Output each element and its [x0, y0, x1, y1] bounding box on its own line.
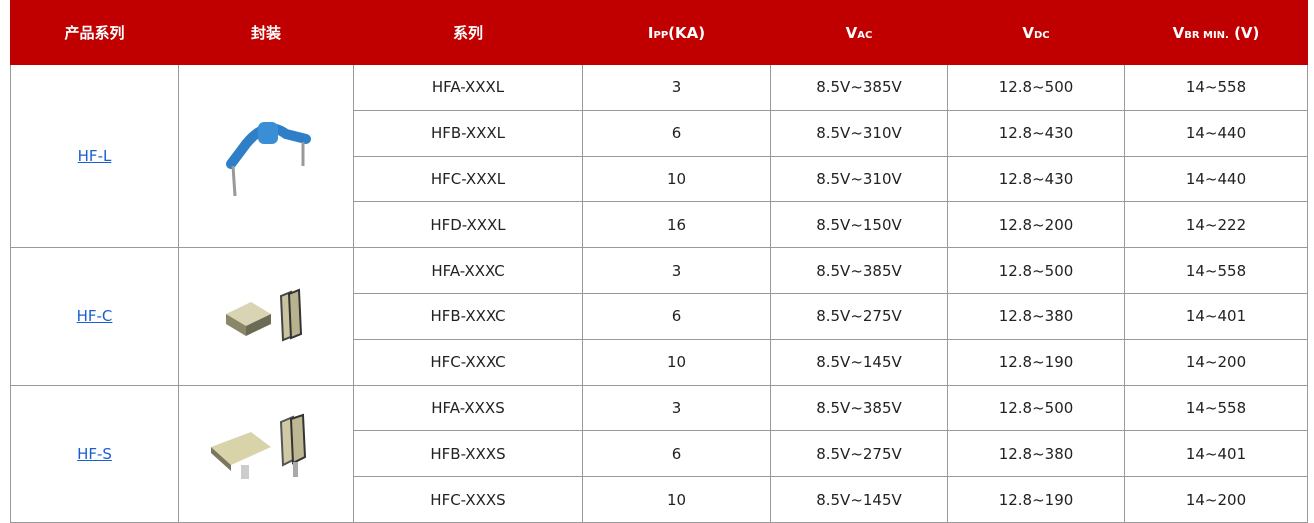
- header-cell: 产品系列: [10, 0, 179, 65]
- header-sub: BR MIN.: [1184, 29, 1229, 41]
- header-main: V: [845, 23, 858, 42]
- header-main: V: [1022, 23, 1034, 42]
- data-cell: 12.8~200: [947, 201, 1125, 249]
- data-cell: 14~440: [1124, 155, 1308, 203]
- data-cell: 8.5V~385V: [770, 64, 948, 111]
- data-cell: 14~401: [1124, 430, 1308, 478]
- data-cell: 16: [582, 201, 771, 249]
- header-sub: AC: [857, 29, 873, 41]
- data-cell: 3: [582, 247, 771, 294]
- data-cell: HFA-XXXC: [353, 247, 583, 294]
- data-cell: HFC-XXXC: [353, 338, 583, 386]
- data-cell: 8.5V~310V: [770, 155, 948, 203]
- package-cell: [178, 247, 354, 386]
- data-cell: 12.8~190: [947, 338, 1125, 386]
- data-cell: HFB-XXXS: [353, 430, 583, 478]
- data-cell: 14~558: [1124, 64, 1308, 111]
- header-text: 封装: [250, 24, 281, 42]
- package-image: [211, 413, 307, 479]
- data-cell: HFB-XXXC: [353, 292, 583, 340]
- data-cell: HFA-XXXL: [353, 64, 583, 111]
- data-cell: 8.5V~385V: [770, 247, 948, 294]
- data-cell: 8.5V~310V: [770, 109, 948, 157]
- series-link[interactable]: HF-S: [77, 444, 112, 463]
- header-rest: (KA): [668, 23, 706, 42]
- series-cell: HF-S: [10, 384, 179, 523]
- data-cell: 6: [582, 109, 771, 157]
- data-cell: 14~200: [1124, 338, 1308, 386]
- data-cell: 14~558: [1124, 384, 1308, 432]
- data-cell: 6: [582, 430, 771, 478]
- data-cell: 14~440: [1124, 109, 1308, 157]
- data-cell: 8.5V~145V: [770, 476, 948, 523]
- series-link[interactable]: HF-C: [76, 307, 113, 326]
- header-main: I: [647, 23, 654, 42]
- data-cell: HFB-XXXL: [353, 109, 583, 157]
- header-cell: VAC: [770, 0, 948, 65]
- data-cell: 12.8~430: [947, 155, 1125, 203]
- header-cell: VBR MIN. (V): [1124, 0, 1308, 65]
- header-sub: DC: [1033, 29, 1050, 41]
- series-link[interactable]: HF-L: [77, 147, 112, 166]
- data-cell: 12.8~380: [947, 430, 1125, 478]
- table-row: HFC-XXXS 10 8.5V~145V 12.8~190 14~200: [11, 476, 1308, 523]
- data-cell: 10: [582, 155, 771, 203]
- header-row: 产品系列 封装 系列 IPP(KA) VAC VDC VBR MIN. (V): [10, 0, 1308, 65]
- table-row: HFB-XXXS 6 8.5V~275V 12.8~380 14~401: [11, 430, 1308, 478]
- table-row: HFC-XXXC 10 8.5V~145V 12.8~190 14~200: [11, 338, 1308, 386]
- table-row: HFB-XXXL 6 8.5V~310V 12.8~430 14~440: [11, 109, 1308, 157]
- data-cell: 10: [582, 476, 771, 523]
- data-cell: 8.5V~145V: [770, 338, 948, 386]
- header-cell: 封装: [178, 0, 354, 65]
- table-row: HF-S HFA-XXXS 3 8.5V~385V 12.8~500 14~558: [10, 384, 1308, 523]
- data-cell: 3: [582, 384, 771, 432]
- data-cell: 12.8~500: [947, 384, 1125, 432]
- table-row: HFD-XXXL 16 8.5V~150V 12.8~200 14~222: [11, 201, 1308, 249]
- data-cell: HFC-XXXS: [353, 476, 583, 523]
- header-text: 系列: [452, 24, 483, 42]
- package-image: [226, 122, 311, 197]
- table-row: HF-L HFA-XXXL 3 8.5V~385V 12.8~500 14~558: [10, 63, 1308, 249]
- series-cell: HF-L: [10, 63, 179, 249]
- data-cell: 14~200: [1124, 476, 1308, 523]
- table-row: HF-C HFA-XXXC 3 8.5V~385V 12.8~500 14~558: [10, 247, 1308, 386]
- data-cell: 12.8~500: [947, 247, 1125, 294]
- product-table: 产品系列 封装 系列 IPP(KA) VAC VDC VBR MIN. (V) HF-L HF…: [10, 0, 1308, 523]
- header-sub: PP: [653, 29, 669, 41]
- data-cell: HFA-XXXS: [353, 384, 583, 432]
- data-cell: 8.5V~275V: [770, 292, 948, 340]
- data-cell: 14~558: [1124, 247, 1308, 294]
- table-row: HFB-XXXC 6 8.5V~275V 12.8~380 14~401: [11, 292, 1308, 340]
- package-cell: [178, 63, 354, 249]
- package-image: [226, 288, 303, 342]
- data-cell: 10: [582, 338, 771, 386]
- data-cell: 12.8~430: [947, 109, 1125, 157]
- header-main: V: [1172, 23, 1185, 42]
- header-cell: IPP(KA): [582, 0, 771, 65]
- header-cell: VDC: [947, 0, 1125, 65]
- data-cell: 12.8~190: [947, 476, 1125, 523]
- header-cell: 系列: [353, 0, 583, 65]
- data-cell: HFD-XXXL: [353, 201, 583, 249]
- series-cell: HF-C: [10, 247, 179, 386]
- table-row: HFC-XXXL 10 8.5V~310V 12.8~430 14~440: [11, 155, 1308, 203]
- data-cell: 12.8~380: [947, 292, 1125, 340]
- data-cell: 6: [582, 292, 771, 340]
- data-cell: 8.5V~150V: [770, 201, 948, 249]
- data-cell: 8.5V~275V: [770, 430, 948, 478]
- package-cell: [178, 384, 354, 523]
- data-cell: HFC-XXXL: [353, 155, 583, 203]
- header-text: 产品系列: [64, 24, 125, 42]
- data-cell: 3: [582, 64, 771, 111]
- table-body: HF-L HFA-XXXL 3 8.5V~385V 12.8~500 14~558 HFB-…: [10, 63, 1308, 523]
- data-cell: 8.5V~385V: [770, 384, 948, 432]
- header-rest: (V): [1228, 23, 1260, 42]
- data-cell: 14~222: [1124, 201, 1308, 249]
- data-cell: 12.8~500: [947, 64, 1125, 111]
- data-cell: 14~401: [1124, 292, 1308, 340]
